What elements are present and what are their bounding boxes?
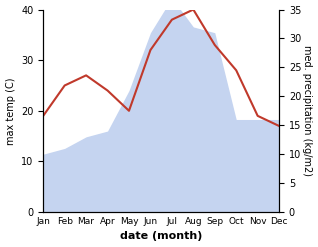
X-axis label: date (month): date (month) <box>120 231 202 242</box>
Y-axis label: max temp (C): max temp (C) <box>5 77 16 144</box>
Y-axis label: med. precipitation (kg/m2): med. precipitation (kg/m2) <box>302 45 313 176</box>
